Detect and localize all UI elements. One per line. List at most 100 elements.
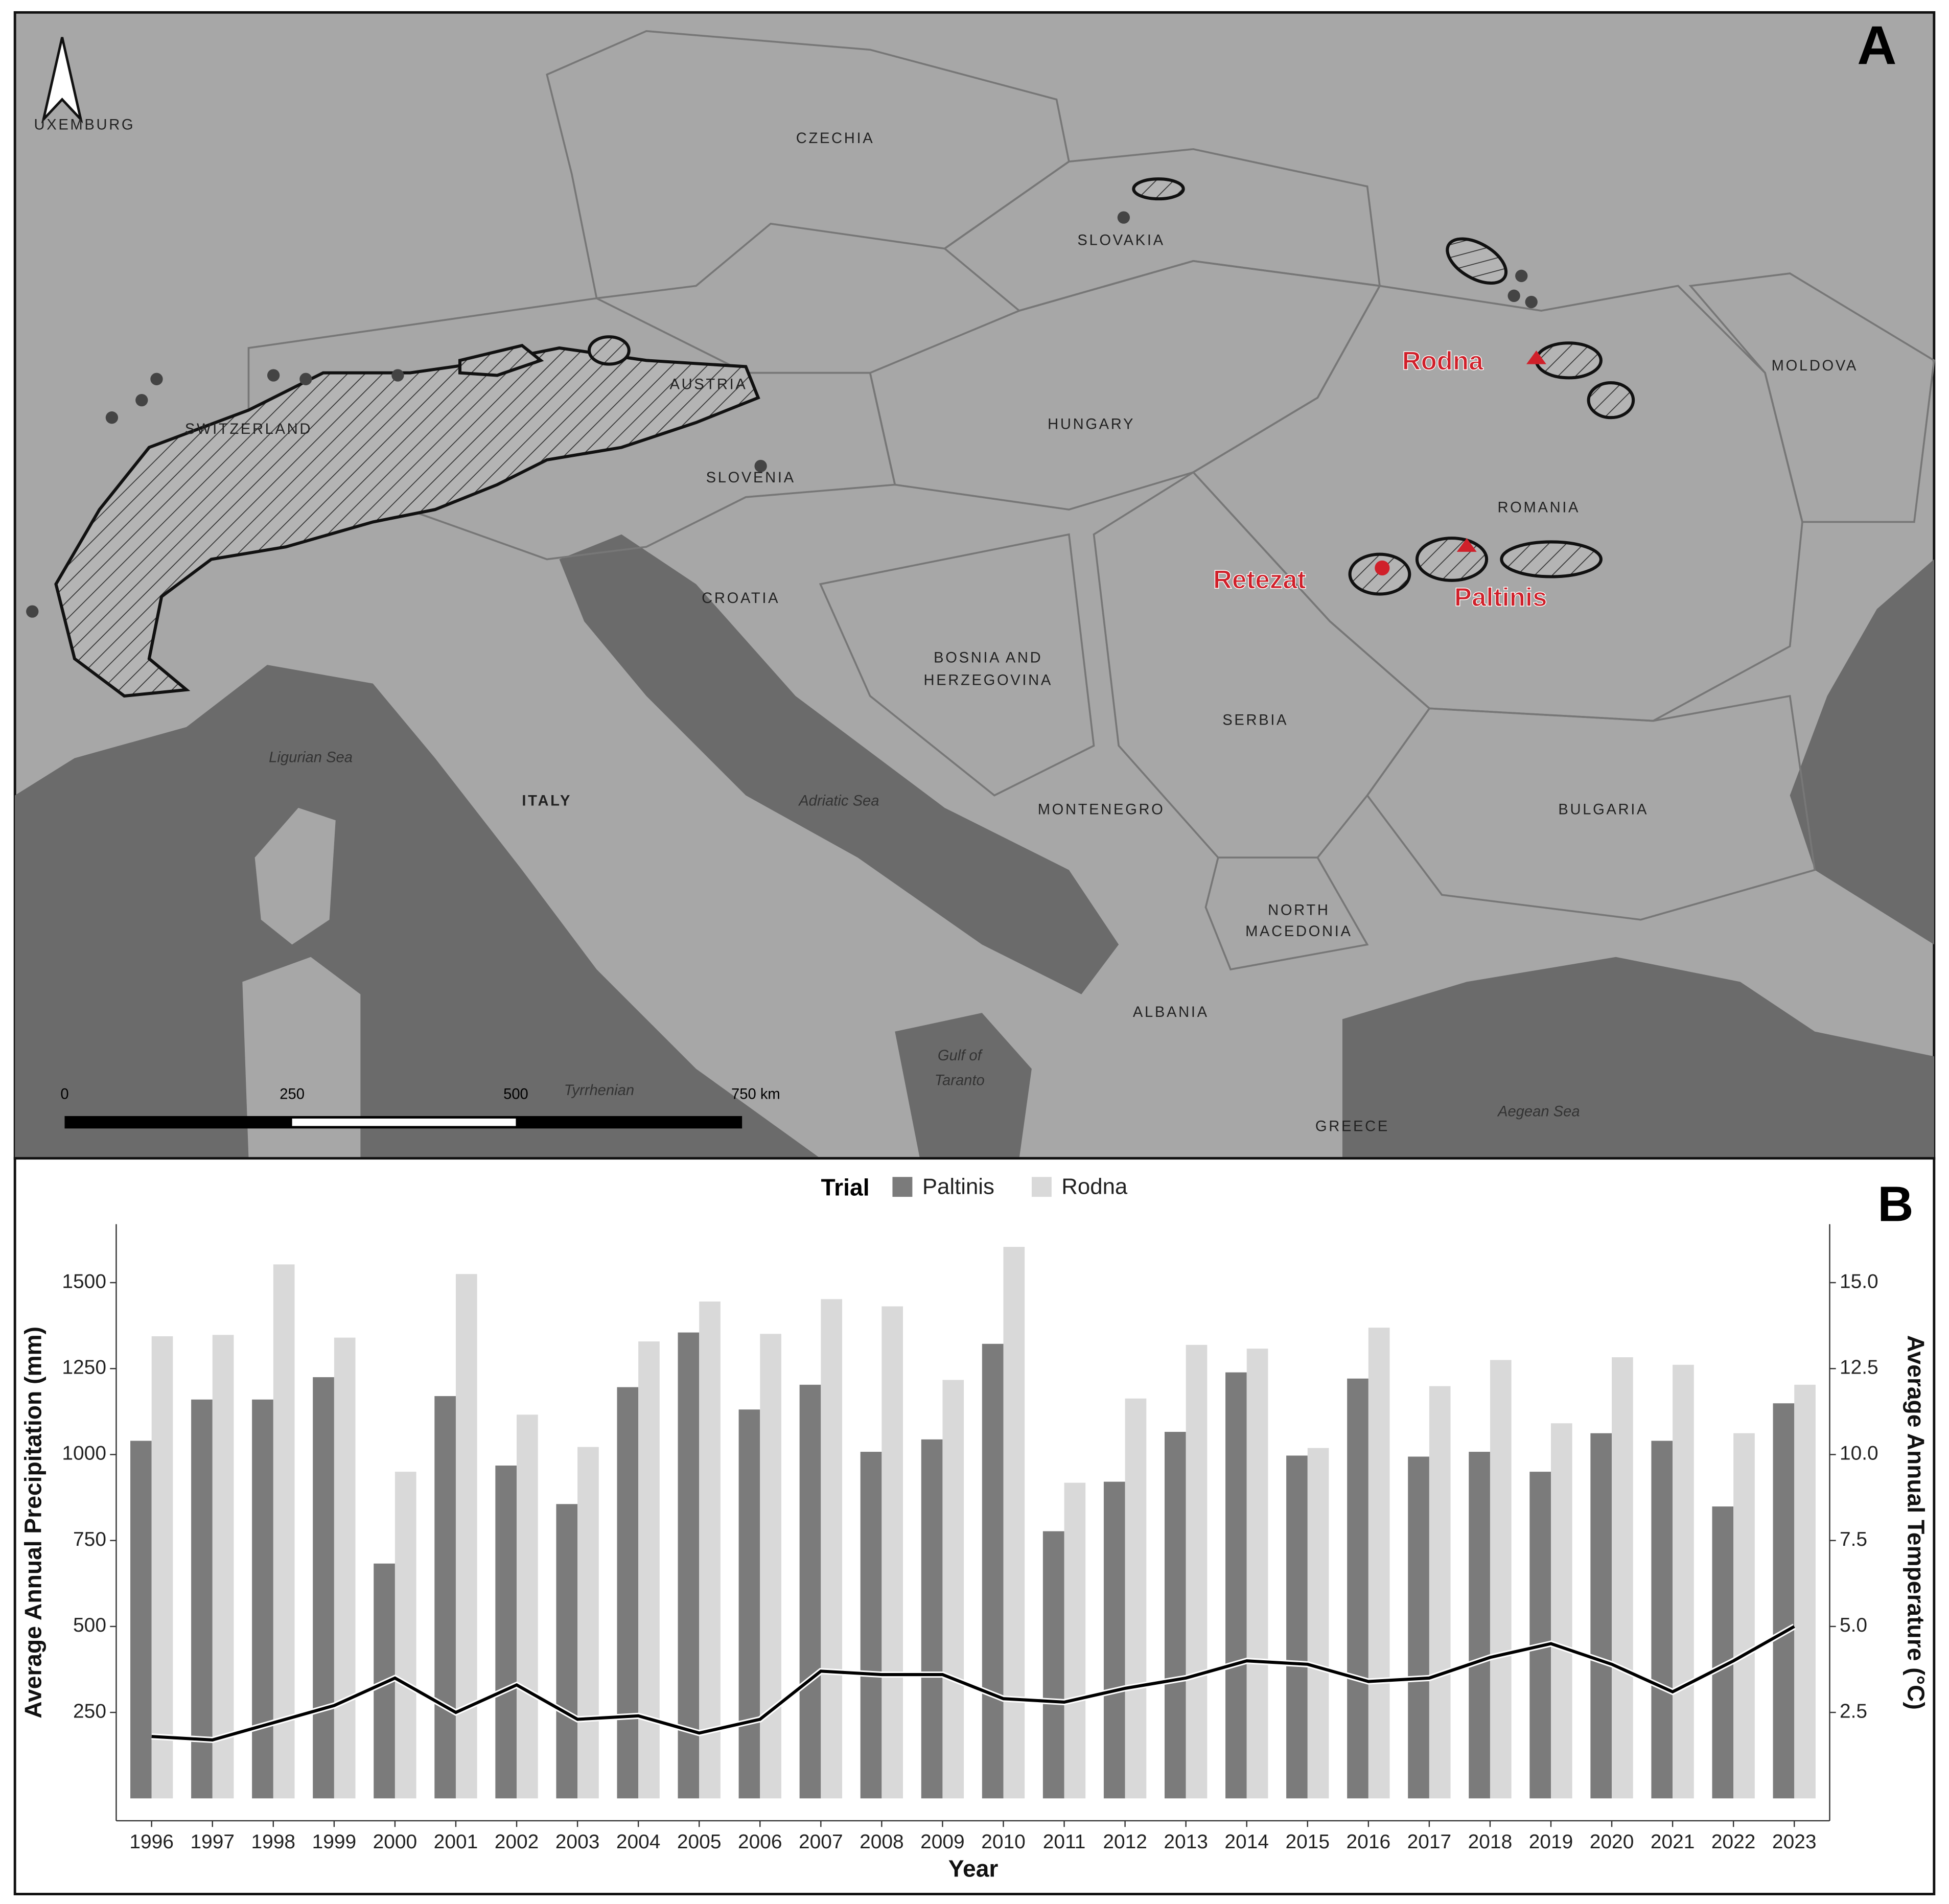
x-tick-label: 2003	[555, 1831, 600, 1853]
tyrrhenian-sea	[15, 665, 821, 1158]
aegean-sea	[1342, 957, 1934, 1158]
x-tick-label: 2000	[373, 1831, 417, 1853]
bar	[151, 1336, 173, 1799]
map-panel: A CZECHIA SLOVAKIA AUSTRIA SWITZERLAND H…	[13, 11, 1936, 1160]
bar	[334, 1337, 356, 1799]
y2-tick-label: 7.5	[1840, 1528, 1867, 1550]
bar	[395, 1472, 416, 1799]
bar	[799, 1384, 821, 1799]
range	[1535, 341, 1603, 380]
bar	[699, 1302, 721, 1799]
x-tick-label: 2013	[1164, 1831, 1208, 1853]
legend-label: Rodna	[1061, 1174, 1128, 1199]
scale-label: 500	[503, 1086, 528, 1102]
country-label: MACEDONIA	[1245, 923, 1353, 940]
country-label: HUNGARY	[1048, 416, 1135, 432]
y2-tick-label: 15.0	[1840, 1270, 1878, 1292]
y-tick-label: 750	[73, 1528, 106, 1550]
scale-label: 750 km	[731, 1086, 780, 1102]
bar	[942, 1380, 964, 1799]
bar	[1286, 1455, 1308, 1799]
range	[1500, 540, 1603, 578]
bar	[638, 1341, 660, 1799]
country-label: CROATIA	[702, 590, 780, 607]
x-tick-label: 2008	[860, 1831, 904, 1853]
range	[1132, 177, 1185, 201]
bar	[1429, 1386, 1451, 1799]
scale-label: 0	[60, 1086, 68, 1102]
x-tick-label: 1999	[312, 1831, 357, 1853]
x-tick-label: 2006	[738, 1831, 782, 1853]
bar	[517, 1414, 538, 1799]
bar	[1712, 1506, 1734, 1799]
x-tick-label: 2016	[1347, 1831, 1391, 1853]
y-tick-label: 500	[73, 1614, 106, 1636]
country-label: BOSNIA AND	[934, 650, 1042, 666]
bar	[1225, 1372, 1247, 1799]
bar	[273, 1264, 295, 1799]
y2-tick-label: 2.5	[1840, 1700, 1867, 1722]
x-tick-label: 2018	[1468, 1831, 1513, 1853]
bar	[982, 1343, 1004, 1799]
x-tick-label: 2005	[677, 1831, 722, 1853]
legend-swatch	[1031, 1177, 1052, 1197]
x-tick-label: 2010	[981, 1831, 1026, 1853]
site-marker	[1456, 538, 1477, 552]
x-tick-label: 2017	[1407, 1831, 1452, 1853]
bar	[738, 1409, 760, 1799]
x-tick-label: 2022	[1711, 1831, 1756, 1853]
x-tick-label: 2012	[1103, 1831, 1147, 1853]
country-label: AUSTRIA	[669, 377, 747, 393]
y2-tick-label: 5.0	[1840, 1614, 1867, 1636]
country-label: GREECE	[1315, 1119, 1389, 1135]
bar	[1673, 1364, 1694, 1799]
country-label: BULGARIA	[1558, 801, 1649, 818]
bar	[1368, 1328, 1390, 1799]
bar	[1125, 1398, 1147, 1799]
sea-label: Tyrrhenian	[564, 1082, 634, 1099]
sea-label: Adriatic Sea	[798, 793, 879, 809]
site-label: Retezat	[1213, 565, 1306, 594]
bar	[1733, 1433, 1755, 1799]
x-tick-label: 1998	[251, 1831, 296, 1853]
y-tick-label: 250	[73, 1700, 106, 1722]
site-label: Paltinis	[1454, 583, 1547, 612]
x-tick-label: 2019	[1529, 1831, 1573, 1853]
country-label: NORTH	[1268, 902, 1330, 918]
sea-label: Aegean Sea	[1497, 1103, 1580, 1120]
x-axis-title: Year	[948, 1855, 999, 1882]
bar	[455, 1274, 477, 1799]
bar	[1612, 1357, 1633, 1799]
country-label: MOLDOVA	[1772, 358, 1858, 374]
y2-tick-label: 10.0	[1840, 1443, 1878, 1465]
bar	[760, 1334, 781, 1799]
bar	[617, 1387, 639, 1799]
x-tick-label: 1997	[190, 1831, 235, 1853]
site-label: Rodna	[1402, 346, 1483, 376]
x-tick-label: 1996	[129, 1831, 174, 1853]
scale-bar	[292, 1118, 516, 1126]
bar	[191, 1399, 213, 1799]
y2-axis-title: Average Annual Temperature (°C)	[1903, 1335, 1930, 1710]
panel-label: A	[1857, 15, 1896, 76]
country-label: ROMANIA	[1497, 499, 1580, 516]
bar	[1307, 1448, 1329, 1799]
chart-frame	[13, 1157, 1936, 1895]
bar	[1651, 1441, 1673, 1799]
sea-label: Gulf of	[938, 1048, 983, 1064]
legend-label: Paltinis	[922, 1174, 994, 1199]
country-label: ALBANIA	[1133, 1004, 1209, 1020]
bar	[1551, 1423, 1572, 1799]
alps-range	[54, 346, 760, 698]
scale-label: 250	[280, 1086, 305, 1102]
bar	[1347, 1378, 1368, 1799]
x-tick-label: 2001	[434, 1831, 478, 1853]
bar	[1590, 1433, 1612, 1799]
bar	[1794, 1384, 1816, 1799]
bar	[556, 1504, 578, 1799]
range	[1446, 237, 1508, 285]
corsica	[254, 807, 336, 945]
bar	[1186, 1344, 1208, 1799]
